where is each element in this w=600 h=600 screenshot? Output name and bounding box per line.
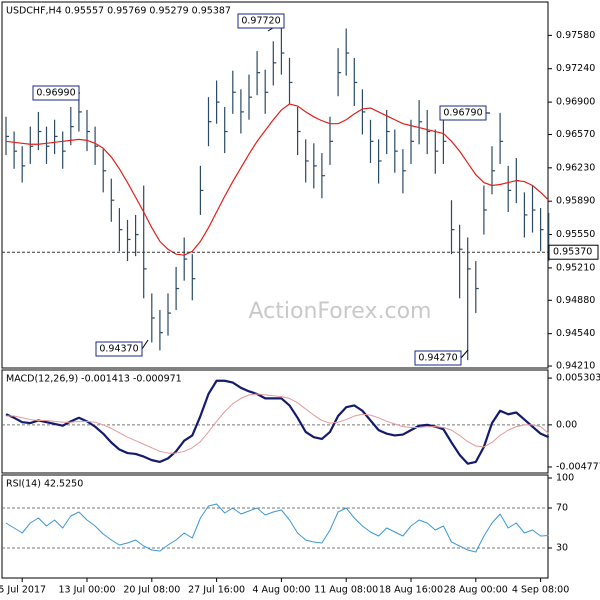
panel-title: RSI(14) 42.5250: [6, 479, 83, 490]
watermark: ActionForex.com: [249, 299, 432, 324]
y-tick-label: 0.95550: [556, 229, 595, 240]
y-tick-label: 0.94880: [556, 295, 595, 306]
series-line: [5, 379, 550, 465]
y-tick-label: 0.94540: [556, 328, 595, 339]
x-tick-label: 27 Jul 16:00: [188, 585, 245, 596]
x-tick-label: 28 Aug 00:00: [444, 585, 508, 596]
y-tick-label: 0.97580: [556, 30, 595, 41]
y-tick-label: 0.00: [556, 419, 577, 430]
annotation-label: 0.94270: [418, 353, 457, 364]
annotation-box: [95, 341, 143, 357]
moving-average: [5, 103, 550, 256]
last-price-label: 0.95370: [553, 247, 592, 258]
panel-title: USDCHF,H4 0.95557 0.95769 0.95279 0.9538…: [6, 6, 231, 17]
annotation-connector: [460, 349, 469, 359]
annotation-label: 0.94370: [99, 344, 138, 355]
y-tick-label: 0.96570: [556, 129, 595, 140]
panel-frame: [1, 1, 549, 369]
x-tick-label: 20 Jul 08:00: [123, 585, 180, 596]
y-tick-label: 0.005303: [556, 373, 600, 384]
y-tick-label: 0.95210: [556, 262, 595, 273]
annotation-box: [237, 13, 285, 29]
annotation-label: 0.96790: [443, 108, 482, 119]
x-tick-label: 5 Jul 2017: [0, 585, 46, 596]
x-tick-label: 13 Jul 00:00: [59, 585, 116, 596]
y-tick-label: 100: [556, 473, 574, 484]
annotation-box: [32, 85, 80, 101]
panel-frame: [1, 474, 549, 579]
y-tick-label: 0.96900: [556, 97, 595, 108]
y-tick-label: 0.97240: [556, 63, 595, 74]
last-price-box: [548, 244, 599, 260]
annotation-label: 0.96990: [36, 88, 75, 99]
x-tick-label: 18 Aug 16:00: [379, 585, 443, 596]
panel-title: MACD(12,26,9) -0.001413 -0.000971: [6, 374, 182, 385]
x-tick-label: 4 Sep 08:00: [512, 585, 569, 596]
panel-frame: [1, 369, 549, 474]
y-tick-label: 70: [556, 503, 568, 514]
annotation-box: [414, 350, 462, 366]
series-line: [5, 503, 549, 553]
annotation-label: 0.97720: [241, 16, 280, 27]
x-tick-label: 4 Aug 00:00: [252, 585, 310, 596]
y-tick-label: 0.95890: [556, 196, 595, 207]
y-tick-label: 0.94210: [556, 361, 595, 372]
annotation-connector: [141, 339, 149, 350]
series-line: [6, 393, 550, 454]
y-tick-label: -0.004777: [556, 461, 600, 472]
x-tick-label: 11 Aug 08:00: [314, 585, 378, 596]
y-tick-label: 0.96230: [556, 162, 595, 173]
y-tick-label: 30: [556, 543, 568, 554]
annotation-box: [439, 105, 487, 121]
